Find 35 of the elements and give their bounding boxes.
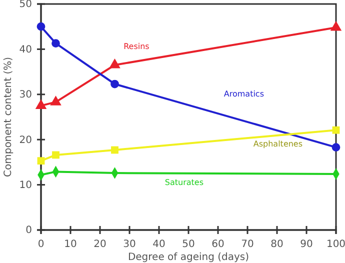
x-tick-label: 60	[212, 239, 224, 250]
series-label: Saturates	[164, 178, 204, 187]
point	[110, 80, 119, 88]
series-label: Aromatics	[224, 90, 264, 99]
y-tick-label: 30	[19, 90, 32, 101]
y-tick-label: 0	[26, 225, 32, 236]
x-tick-label: 90	[300, 239, 313, 250]
point	[52, 39, 60, 48]
x-tick-label: 0	[38, 239, 44, 250]
y-tick-label: 50	[19, 0, 32, 10]
y-tick-label: 40	[19, 44, 32, 56]
point	[111, 146, 118, 154]
point	[36, 22, 46, 31]
x-tick-label: 30	[123, 239, 136, 250]
x-tick-label: 50	[182, 239, 195, 250]
x-axis-title: Degree of ageing (days)	[128, 252, 250, 263]
point	[35, 99, 47, 109]
y-axis-title: Component content (%)	[3, 56, 14, 178]
point	[50, 96, 62, 106]
x-tick-label: 80	[270, 239, 284, 250]
point	[109, 58, 120, 68]
x-tick-label: 40	[152, 239, 166, 250]
x-tick-label: 20	[94, 239, 106, 250]
point	[332, 126, 340, 134]
point	[37, 157, 45, 165]
y-tick-label: 10	[19, 180, 32, 191]
point	[52, 151, 60, 159]
x-tick-label: 100	[326, 239, 345, 250]
x-tick-label: 70	[241, 239, 254, 250]
point	[330, 20, 342, 31]
point	[332, 143, 340, 152]
series-label: Asphaltenes	[253, 139, 303, 148]
series-label: Resins	[124, 42, 150, 52]
y-tick-label: 20	[19, 134, 32, 146]
x-tick-label: 10	[64, 239, 77, 250]
